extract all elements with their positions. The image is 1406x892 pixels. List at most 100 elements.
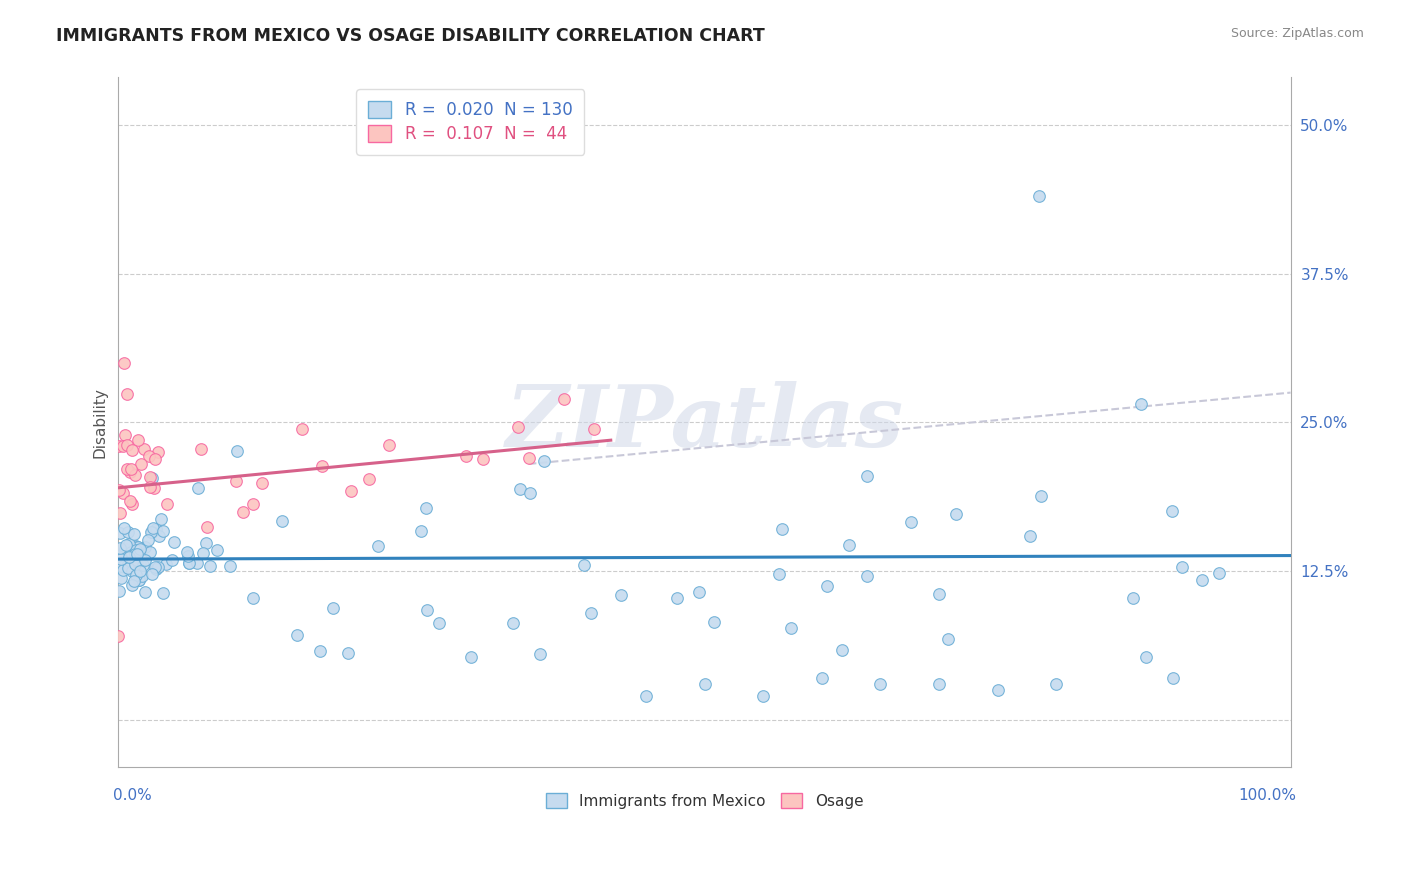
Point [471,451,494,466]
Point [115,462,138,476]
Point [132,558,155,573]
Point [163,535,186,549]
Point [285,627,308,641]
Point [856,569,879,583]
Point [148,529,170,543]
Legend: Immigrants from Mexico, Osage: Immigrants from Mexico, Osage [540,787,869,814]
Point [141,567,163,582]
Point [120,462,142,476]
Point [121,552,143,566]
Point [131,568,153,582]
Point [114,428,136,442]
Point [1029,489,1052,503]
Point [186,556,208,570]
Point [509,482,531,496]
Text: 100.0%: 100.0% [1239,788,1296,803]
Point [693,677,716,691]
Point [117,560,139,574]
Point [688,584,710,599]
Point [111,563,134,577]
Point [195,536,218,550]
Point [122,526,145,541]
Point [311,459,333,474]
Point [139,545,162,559]
Point [112,356,135,370]
Point [1163,671,1185,685]
Point [838,538,860,552]
Point [124,558,146,572]
Point [141,525,163,540]
Point [378,438,401,452]
Point [928,677,950,691]
Point [152,586,174,600]
Point [581,606,603,620]
Point [129,568,152,582]
Point [1208,566,1230,581]
Point [111,486,134,500]
Point [1028,189,1050,203]
Point [1191,573,1213,587]
Point [290,422,312,436]
Point [152,524,174,538]
Point [572,558,595,573]
Point [129,564,152,578]
Point [128,574,150,588]
Point [197,520,219,534]
Point [533,454,555,468]
Point [124,547,146,561]
Point [582,422,605,436]
Point [132,442,155,456]
Point [112,521,135,535]
Point [831,643,853,657]
Point [187,481,209,495]
Y-axis label: Disability: Disability [93,387,107,458]
Point [508,419,530,434]
Point [108,583,131,598]
Point [120,494,142,508]
Point [108,541,131,555]
Point [415,500,437,515]
Point [322,601,344,615]
Point [110,506,132,520]
Point [193,546,215,560]
Point [146,560,169,574]
Point [190,442,212,456]
Point [1135,649,1157,664]
Point [139,524,162,539]
Point [129,541,152,556]
Point [928,587,950,601]
Point [666,591,689,605]
Point [242,591,264,605]
Point [112,439,135,453]
Point [125,567,148,582]
Point [1122,591,1144,605]
Point [177,556,200,570]
Point [519,486,541,500]
Point [134,541,156,555]
Point [121,578,143,592]
Point [141,471,163,485]
Point [121,550,143,565]
Point [226,444,249,458]
Point [900,515,922,529]
Point [117,386,139,401]
Point [117,525,139,540]
Point [1130,397,1153,411]
Point [125,540,148,554]
Point [634,689,657,703]
Point [146,445,169,459]
Point [129,558,152,572]
Point [107,549,129,563]
Text: Source: ZipAtlas.com: Source: ZipAtlas.com [1230,27,1364,40]
Point [143,451,166,466]
Point [869,677,891,691]
Point [125,543,148,558]
Point [121,564,143,578]
Point [127,553,149,567]
Point [219,558,242,573]
Point [155,557,177,571]
Point [779,621,801,635]
Point [250,475,273,490]
Point [110,558,132,573]
Point [134,585,156,599]
